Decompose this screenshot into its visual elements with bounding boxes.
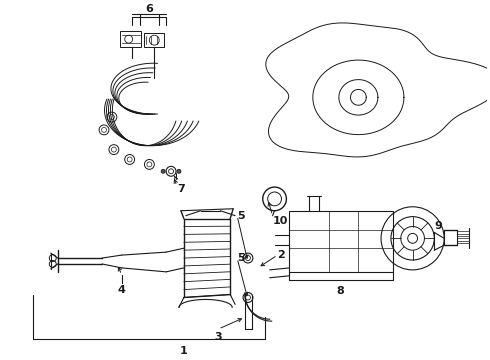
Circle shape (161, 169, 165, 173)
Text: 8: 8 (337, 285, 344, 296)
Text: 10: 10 (272, 216, 288, 226)
Bar (290, 211, 393, 272)
Text: 4: 4 (118, 285, 126, 295)
Text: 2: 2 (277, 250, 285, 260)
Text: 1: 1 (180, 346, 188, 356)
Text: 5: 5 (237, 211, 245, 221)
Text: 9: 9 (434, 221, 442, 230)
Circle shape (177, 169, 181, 173)
Text: 5: 5 (237, 253, 245, 263)
Text: 6: 6 (146, 4, 153, 14)
Text: 3: 3 (215, 332, 222, 342)
Text: 7: 7 (177, 184, 185, 194)
